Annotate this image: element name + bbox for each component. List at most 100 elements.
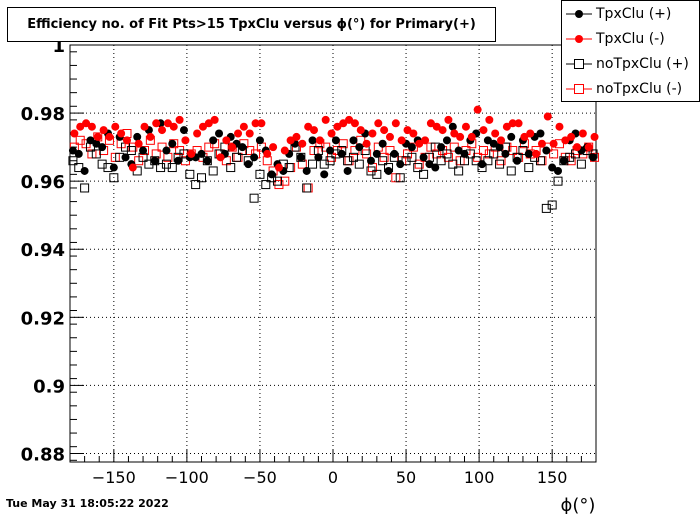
data-point [526, 129, 535, 138]
data-point [384, 166, 393, 175]
data-point [390, 149, 399, 158]
legend-marker-notpxclu-minus [566, 84, 592, 94]
legend-label-notpxclu-plus: noTpxClu (+) [596, 56, 689, 72]
legend-entry-tpxclu-minus: TpxClu (-) [562, 28, 700, 50]
data-point [421, 136, 430, 145]
data-point [506, 166, 516, 176]
data-point [315, 136, 324, 145]
data-point [541, 203, 551, 213]
data-point [448, 122, 457, 131]
data-point [578, 129, 587, 138]
data-point [478, 160, 487, 169]
timestamp: Tue May 31 18:05:22 2022 [6, 497, 169, 510]
data-point [326, 146, 335, 155]
data-point [251, 119, 260, 128]
data-point [425, 160, 434, 169]
legend-entry-notpxclu-plus: noTpxClu (+) [562, 53, 700, 75]
data-point [86, 136, 95, 145]
data-point [573, 143, 582, 152]
data-point [245, 129, 254, 138]
data-point [366, 156, 375, 165]
chart-title-box: Efficiency no. of Fit Pts>15 TpxClu vers… [7, 7, 496, 42]
data-point [343, 156, 353, 166]
data-point [198, 122, 207, 131]
x-tick-label: 0 [328, 468, 338, 487]
data-point [320, 170, 329, 179]
data-point [209, 136, 218, 145]
data-point [82, 119, 91, 128]
legend-marker-notpxclu-plus [566, 59, 592, 69]
data-point [431, 163, 440, 172]
data-point [345, 115, 354, 124]
data-point [407, 152, 417, 162]
data-point [280, 176, 290, 186]
data-point [174, 156, 183, 165]
data-point [99, 126, 108, 135]
data-point [508, 119, 517, 128]
data-point [461, 122, 470, 131]
data-point [97, 159, 107, 169]
data-point [403, 126, 412, 135]
series-tpxclu- [70, 105, 599, 172]
data-point [532, 149, 541, 158]
data-point [286, 136, 295, 145]
data-point [524, 149, 533, 158]
y-tick-label: 0.92 [21, 308, 65, 329]
data-point [168, 139, 177, 148]
data-point [111, 122, 120, 131]
data-point [185, 169, 195, 179]
data-point [133, 132, 142, 141]
data-point [513, 156, 522, 165]
legend-entry-tpxclu-plus: TpxClu (+) [562, 3, 700, 25]
data-point [70, 129, 79, 138]
data-point [167, 163, 177, 173]
data-point [590, 132, 599, 141]
data-point [222, 136, 231, 145]
data-point [397, 136, 406, 145]
data-point [250, 153, 259, 162]
data-point [409, 129, 418, 138]
data-point [204, 142, 214, 152]
data-point [272, 176, 282, 186]
data-point [495, 159, 505, 169]
data-point [343, 166, 352, 175]
data-point [349, 136, 358, 145]
data-point [98, 143, 107, 152]
x-tick-label: 50 [396, 468, 416, 487]
data-point [234, 129, 243, 138]
data-point [379, 152, 389, 162]
data-point [80, 166, 89, 175]
data-point [333, 122, 342, 131]
data-point [489, 139, 498, 148]
data-point [298, 139, 307, 148]
data-point [162, 146, 171, 155]
data-point [514, 119, 523, 128]
data-series [68, 105, 600, 213]
data-point [501, 149, 510, 158]
x-tick-label: −50 [243, 468, 277, 487]
data-point [485, 115, 494, 124]
data-point [319, 159, 329, 169]
data-point [584, 143, 593, 152]
data-point [109, 163, 118, 172]
data-point [473, 105, 482, 114]
data-point [249, 193, 259, 203]
data-point [208, 166, 218, 176]
data-point [105, 132, 114, 141]
data-point [269, 143, 278, 152]
data-point [239, 122, 248, 131]
axes: −150 −100 −50 0 50 100 150 0.88 0.9 0.92 0.94 0.96 0… [21, 36, 597, 487]
data-point [134, 139, 143, 148]
data-point [327, 129, 336, 138]
data-point [368, 129, 377, 138]
data-point [325, 156, 335, 166]
data-point [396, 160, 405, 169]
data-point [554, 166, 563, 175]
data-point [520, 132, 529, 141]
data-point [442, 149, 452, 159]
data-point [460, 149, 469, 158]
data-point [210, 115, 219, 124]
data-point [479, 126, 488, 135]
data-point [444, 115, 453, 124]
data-point [576, 159, 586, 169]
